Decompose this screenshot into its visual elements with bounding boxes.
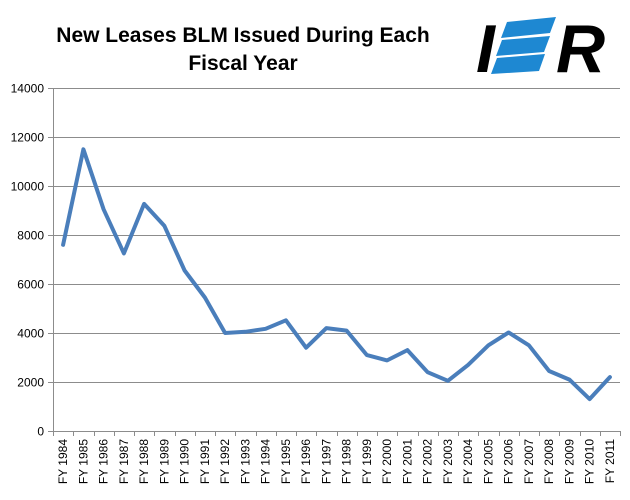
x-tick-label: FY 2000 [380,439,394,484]
x-tick-label: FY 1985 [76,439,90,484]
data-point [142,202,146,206]
data-point [61,243,65,247]
data-point [507,331,511,335]
ier-logo-letter-r: R [556,11,605,87]
x-tick-label: FY 2006 [502,439,516,484]
x-tick-label: FY 1990 [178,439,192,484]
data-point [102,207,106,211]
axes [53,88,620,432]
x-tick-label: FY 1991 [198,439,212,484]
x-tick-label: FY 2001 [400,439,414,484]
ier-logo-letter-i: I [476,11,497,87]
x-tick-label: FY 2002 [421,439,435,484]
data-point [304,346,308,350]
data-point [486,343,490,347]
y-tick-label: 8000 [17,229,44,243]
gridlines [53,88,620,383]
data-point [203,296,207,300]
y-tick-label: 4000 [17,327,44,341]
data-point [345,329,349,333]
data-point [405,348,409,352]
data-point [183,269,187,273]
data-point [365,353,369,357]
chart-title-line-2: Fiscal Year [188,52,297,75]
data-point [527,343,531,347]
x-tick-label: FY 1993 [238,439,252,484]
data-point [284,318,288,322]
x-tick-label: FY 2003 [441,439,455,484]
data-point [243,330,247,334]
y-tick-label: 14000 [11,82,45,96]
data-point [608,375,612,379]
ier-logo-stripe-middle [496,36,550,56]
data-point [324,326,328,330]
x-tick-label: FY 1992 [218,439,232,484]
data-point [547,369,551,373]
data-point [446,379,450,383]
x-tick-label: FY 1996 [299,439,313,484]
x-tick-label: FY 1998 [340,439,354,484]
x-tick-label: FY 2010 [583,439,597,484]
x-tick-label: FY 1994 [259,439,273,484]
ier-logo-e-stripes [491,17,556,74]
x-tick-label: FY 1988 [137,439,151,484]
y-tick-label: 6000 [17,278,44,292]
y-tick-label: 10000 [11,180,45,194]
y-tick-label: 0 [37,425,44,439]
x-tick-label: FY 1984 [56,439,70,484]
ier-logo-stripe-bottom [491,54,545,74]
y-tick-label: 2000 [17,376,44,390]
x-tick-label: FY 2009 [562,439,576,484]
y-axis-ticks: 0 2000 4000 6000 8000 10000 12000 14000 [11,82,53,439]
chart-title: New Leases BLM Issued During Each Fiscal… [56,24,429,75]
data-point [567,378,571,382]
data-point [385,358,389,362]
data-point [466,363,470,367]
x-tick-label: FY 2004 [461,439,475,484]
x-tick-label: FY 2011 [603,439,617,484]
data-point [162,224,166,228]
x-tick-label: FY 2005 [481,439,495,484]
x-tick-label: FY 1987 [117,439,131,484]
data-point [122,251,126,255]
ier-logo: I R [476,11,605,87]
x-tick-label: FY 2007 [522,439,536,484]
chart-title-line-1: New Leases BLM Issued During Each [56,24,429,47]
data-point [223,331,227,335]
y-tick-label: 12000 [11,131,45,145]
x-tick-label: FY 1999 [360,439,374,484]
x-tick-label: FY 1989 [157,439,171,484]
data-point [588,397,592,401]
data-point [81,147,85,151]
x-tick-label: FY 2008 [542,439,556,484]
data-point [264,327,268,331]
x-tick-label: FY 1986 [97,439,111,484]
x-axis-ticks: FY 1984 FY 1985 FY 1986 FY 1987 FY 1988 FY 19… [53,431,621,484]
series-group [61,147,612,402]
x-tick-label: FY 1995 [279,439,293,484]
series-line [61,147,612,402]
data-point [426,370,430,374]
ier-logo-stripe-top [501,17,556,38]
x-tick-label: FY 1997 [319,439,333,484]
